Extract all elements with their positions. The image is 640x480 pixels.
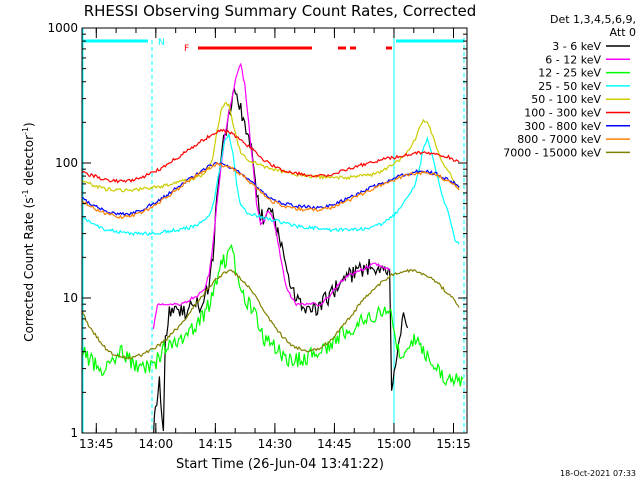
legend-label: 12 - 25 keV (538, 67, 601, 80)
series-group (82, 62, 464, 433)
x-tick-label: 15:15 (436, 437, 471, 451)
plot-frame (81, 27, 468, 434)
legend-header-1: Det 1,3,4,5,6,9, (550, 13, 636, 26)
y-tick-label: 100 (55, 156, 78, 170)
x-tick-label: 14:00 (139, 437, 174, 451)
x-tick-label: 15:00 (377, 437, 412, 451)
legend-label: 100 - 300 keV (524, 107, 601, 120)
flare-label: F (184, 44, 189, 54)
x-tick-label: 14:15 (198, 437, 233, 451)
legend-label: 800 - 7000 keV (517, 133, 601, 146)
timestamp: 18-Oct-2021 07:33 (560, 469, 636, 478)
series-line-1 (153, 85, 409, 433)
legend-label: 3 - 6 keV (552, 40, 601, 53)
legend-label: 300 - 800 keV (524, 120, 601, 133)
legend-label: 25 - 50 keV (538, 80, 601, 93)
series-line-7 (82, 161, 460, 217)
y-axis-label: Corrected Count Rate (s-1 detector-1) (21, 122, 36, 341)
y-label-superscript: -1 (21, 127, 30, 135)
series-line-8 (82, 161, 460, 220)
x-tick-label: 14:45 (317, 437, 352, 451)
series-line-6 (82, 128, 460, 184)
x-tick-label: 14:30 (258, 437, 293, 451)
series-line-2 (152, 62, 391, 330)
legend-header-2: Att 0 (610, 26, 636, 39)
y-tick-label: 1 (70, 426, 78, 440)
y-label-part: detector (22, 135, 36, 190)
x-axis-label: Start Time (26-Jun-04 13:41:22) (176, 457, 384, 472)
chart-title: RHESSI Observing Summary Count Rates, Co… (84, 2, 477, 20)
y-tick-label: 10 (63, 291, 78, 305)
legend-label: 50 - 100 keV (531, 93, 601, 106)
legend-label: 6 - 12 keV (545, 53, 601, 66)
y-label-part: ) (22, 122, 36, 127)
night-label: N (158, 38, 165, 48)
legend-label: 7000 - 15000 keV (503, 146, 601, 159)
y-label-part: Corrected Count Rate (s (22, 197, 36, 341)
series-line-9 (82, 268, 460, 360)
series-line-3 (82, 243, 464, 387)
y-label-superscript: -1 (21, 189, 30, 197)
y-tick-label: 1000 (47, 21, 78, 35)
series-line-4 (82, 131, 460, 245)
series-line-5 (82, 101, 460, 193)
x-tick-label: 13:45 (79, 437, 114, 451)
